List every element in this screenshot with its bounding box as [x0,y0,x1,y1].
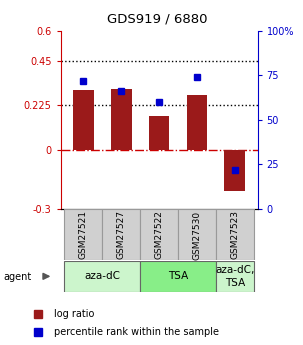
Bar [64,209,102,260]
Text: agent: agent [3,272,31,282]
Bar [64,261,140,292]
Bar [73,90,94,149]
Bar [178,209,216,260]
Bar [225,149,245,191]
Bar [140,261,216,292]
Bar [216,261,254,292]
Bar [149,116,169,149]
Text: GSM27527: GSM27527 [117,210,126,259]
Text: GDS919 / 6880: GDS919 / 6880 [107,12,208,25]
Text: aza-dC,
TSA: aza-dC, TSA [215,265,255,287]
Text: log ratio: log ratio [54,309,95,319]
Bar [216,209,254,260]
Text: TSA: TSA [168,272,188,281]
Text: GSM27521: GSM27521 [79,210,88,259]
Text: aza-dC: aza-dC [84,272,120,281]
Bar [140,209,178,260]
Text: GSM27523: GSM27523 [230,210,239,259]
Text: GSM27522: GSM27522 [155,210,164,259]
Bar [102,209,140,260]
Text: GSM27530: GSM27530 [192,210,201,259]
Bar [187,95,207,149]
Bar [111,89,132,149]
Text: percentile rank within the sample: percentile rank within the sample [54,327,219,337]
